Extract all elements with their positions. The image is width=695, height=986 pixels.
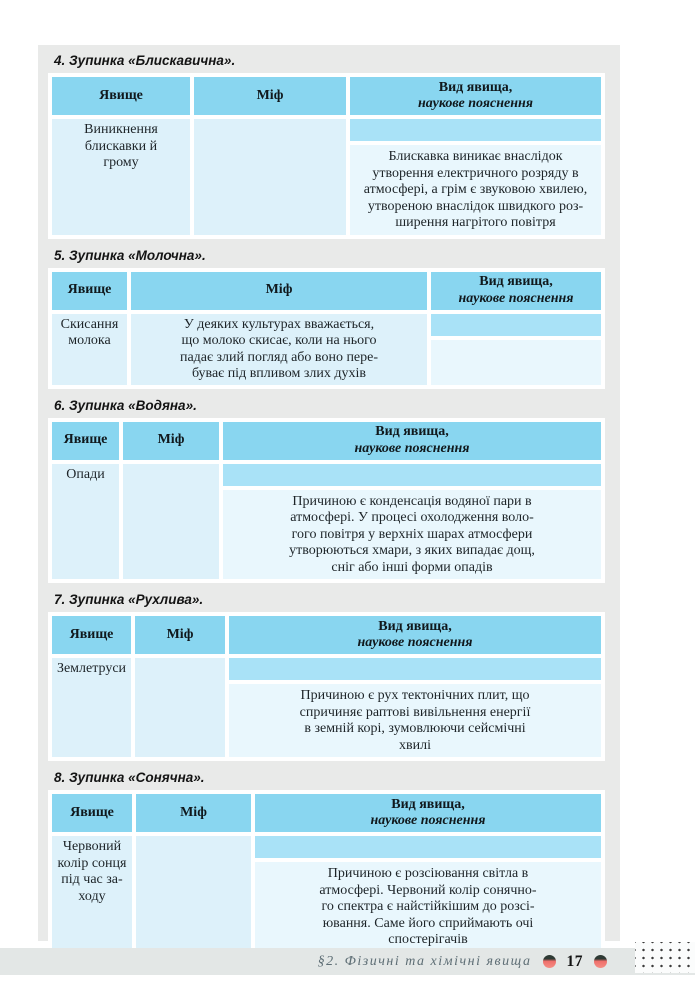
page-number-bullet-icon	[594, 955, 607, 968]
column-header-type: Вид явища, наукове пояснення	[255, 794, 601, 832]
table-header-row: Явище Міф Вид явища, наукове пояснення	[52, 271, 601, 310]
myth-cell	[123, 463, 219, 579]
explanation-cell: Причиною є конденсація водяної пари в ат…	[223, 489, 601, 579]
column-header-type: Вид явища, наукове пояснення	[431, 271, 601, 310]
type-explanation-column: Причиною є конденсація водяної пари в ат…	[223, 463, 601, 579]
explanation-cell	[431, 339, 601, 385]
station-section-6: 6. Зупинка «Водяна». Явище Міф Вид явища…	[48, 397, 605, 583]
type-explanation-column: Причиною є рух тектонічних плит, що спри…	[229, 658, 601, 757]
column-header-type-line2: наукове пояснення	[370, 813, 486, 828]
type-answer-blank	[229, 658, 601, 680]
explanation-cell: Причиною є розсіювання світла в атмосфер…	[255, 862, 601, 952]
myth-cell	[194, 119, 346, 235]
phenomenon-cell: Скисання молока	[52, 313, 127, 385]
table-header-row: Явище Міф Вид явища, наукове пояснення	[52, 421, 601, 460]
explanation-cell: Причиною є рух тектонічних плит, що спри…	[229, 684, 601, 757]
column-header-type: Вид явища, наукове пояснення	[350, 77, 601, 115]
explanation-cell: Блискавка виникає внаслідок утворення ел…	[350, 145, 601, 235]
column-header-type-line2: наукове пояснення	[418, 96, 533, 111]
table-body-row: Скисання молока У деяких культурах вважа…	[52, 313, 601, 385]
footer-section-title: §2. Фізичні та хімічні явища	[317, 953, 532, 969]
station-table: Явище Міф Вид явища, наукове пояснення Оп…	[48, 417, 605, 583]
column-header-myth: Міф	[131, 271, 427, 310]
column-header-type-line1: Вид явища,	[479, 274, 553, 289]
column-header-phenomenon: Явище	[52, 616, 131, 654]
column-header-type-line2: наукове пояснення	[357, 635, 473, 650]
column-header-type: Вид явища, наукове пояснення	[229, 616, 601, 654]
table-body-row: Опади Причиною є конденсація водяної пар…	[52, 463, 601, 579]
myth-cell: У деяких культурах вважається, що молоко…	[131, 313, 427, 385]
type-explanation-column: Блискавка виникає внаслідок утворення ел…	[350, 119, 601, 235]
column-header-phenomenon: Явище	[52, 794, 132, 832]
station-heading: 4. Зупинка «Блискавична».	[54, 53, 236, 68]
phenomenon-cell: Опади	[52, 463, 119, 579]
station-table: Явище Міф Вид явища, наукове пояснення Зе…	[48, 612, 605, 761]
column-header-type-line2: наукове пояснення	[354, 440, 470, 456]
footer-content: §2. Фізичні та хімічні явища 17	[0, 948, 695, 975]
myth-cell	[136, 836, 251, 952]
station-heading: 5. Зупинка «Молочна».	[54, 247, 206, 263]
phenomenon-cell: Виникнення блискавки й грому	[52, 119, 190, 235]
column-header-phenomenon: Явище	[52, 271, 127, 310]
station-table: Явище Міф Вид явища, наукове пояснення Че…	[48, 790, 605, 956]
station-section-4: 4. Зупинка «Блискавична». Явище Міф Вид …	[48, 53, 605, 239]
column-header-type: Вид явища, наукове пояснення	[223, 421, 601, 460]
station-heading: 6. Зупинка «Водяна».	[54, 397, 197, 413]
type-answer-blank	[223, 463, 601, 486]
column-header-type-line2: наукове пояснення	[458, 290, 574, 306]
type-answer-blank	[350, 119, 601, 141]
column-header-type-line1: Вид явища,	[391, 796, 465, 812]
worksheet-panel: 4. Зупинка «Блискавична». Явище Міф Вид …	[38, 45, 620, 956]
column-header-phenomenon: Явище	[52, 77, 190, 115]
table-body-row: Червоний колір сонця під час за- ходу Пр…	[52, 836, 601, 952]
station-table: Явище Міф Вид явища, наукове пояснення Ск…	[48, 267, 605, 389]
station-section-8: 8. Зупинка «Сонячна». Явище Міф Вид явищ…	[48, 770, 605, 956]
column-header-myth: Міф	[135, 616, 225, 654]
type-explanation-column: Причиною є розсіювання світла в атмосфер…	[255, 836, 601, 952]
column-header-type-line1: Вид явища,	[375, 424, 449, 439]
page-footer: §2. Фізичні та хімічні явища 17	[0, 948, 695, 975]
station-section-7: 7. Зупинка «Рухлива». Явище Міф Вид явищ…	[48, 592, 605, 761]
type-answer-blank	[255, 836, 601, 858]
station-heading: 8. Зупинка «Сонячна».	[54, 770, 205, 785]
myth-cell	[135, 658, 225, 757]
dot-grid-ornament	[635, 942, 695, 973]
column-header-myth: Міф	[136, 794, 251, 832]
station-heading: 7. Зупинка «Рухлива».	[54, 592, 204, 607]
table-body-row: Виникнення блискавки й грому Блискавка в…	[52, 119, 601, 235]
phenomenon-cell: Червоний колір сонця під час за- ходу	[52, 836, 132, 952]
column-header-myth: Міф	[194, 77, 346, 115]
table-header-row: Явище Міф Вид явища, наукове пояснення	[52, 77, 601, 115]
table-header-row: Явище Міф Вид явища, наукове пояснення	[52, 616, 601, 654]
column-header-myth: Міф	[123, 421, 219, 460]
page-number: 17	[566, 952, 583, 970]
table-header-row: Явище Міф Вид явища, наукове пояснення	[52, 794, 601, 832]
station-section-5: 5. Зупинка «Молочна». Явище Міф Вид явищ…	[48, 248, 605, 389]
column-header-phenomenon: Явище	[52, 421, 119, 460]
page-number-bullet-icon	[542, 955, 556, 968]
column-header-type-line1: Вид явища,	[438, 79, 513, 95]
type-explanation-column	[431, 313, 601, 385]
column-header-type-line1: Вид явища,	[378, 618, 452, 634]
phenomenon-cell: Землетруси	[52, 658, 131, 757]
table-body-row: Землетруси Причиною є рух тектонічних пл…	[52, 658, 601, 757]
station-table: Явище Міф Вид явища, наукове пояснення Ви…	[48, 73, 605, 239]
type-answer-blank	[431, 313, 601, 336]
